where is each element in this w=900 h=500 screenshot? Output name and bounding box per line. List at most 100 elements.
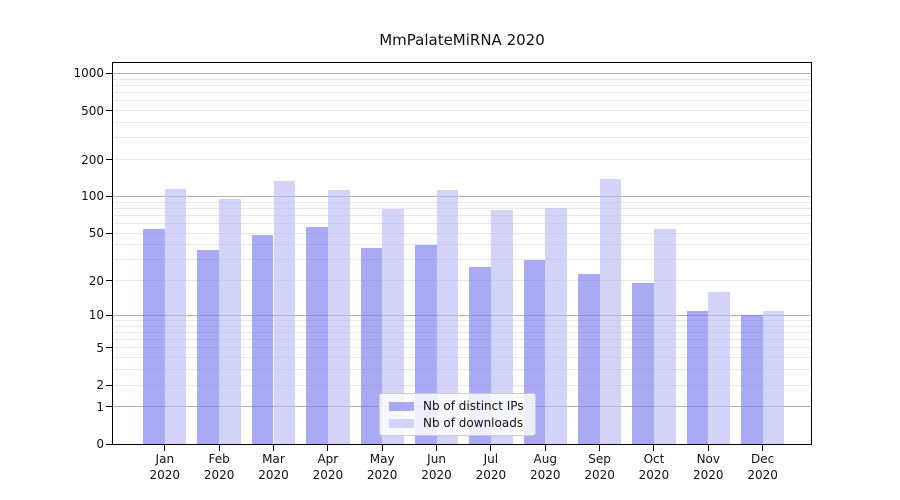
gridline-minor [113, 357, 811, 359]
legend-label-distinct-ips: Nb of distinct IPs [423, 399, 524, 413]
bar-downloads-sep [599, 178, 622, 444]
bar-downloads-nov [708, 292, 730, 444]
bar-distinct-ips-feb [197, 250, 220, 444]
gridline-minor [113, 78, 811, 80]
x-axis-label-nov: Nov 2020 [693, 452, 724, 482]
bar-downloads-jul [490, 210, 513, 444]
y-tick-mark [106, 232, 113, 234]
x-axis-label-oct: Oct 2020 [638, 452, 670, 482]
y-tick-mark [106, 72, 113, 74]
legend: Nb of distinct IPs Nb of downloads [379, 393, 536, 436]
bar-distinct-ips-mar [251, 235, 274, 444]
gridline-minor [113, 259, 811, 261]
x-axis-label-dec: Dec 2020 [747, 452, 778, 482]
x-tick-mark [218, 445, 220, 451]
y-tick-mark [106, 314, 113, 316]
x-tick-mark [544, 445, 546, 451]
x-tick-mark [490, 445, 492, 451]
y-tick-mark [106, 110, 113, 112]
gridline-minor [113, 214, 811, 216]
y-tick-mark [106, 347, 113, 349]
y-axis-label: 500 [81, 103, 104, 118]
gridline-major [113, 314, 811, 316]
gridline-minor [113, 369, 811, 371]
gridline-major [113, 72, 811, 74]
bar-downloads-jan [164, 188, 187, 444]
x-axis-label-may: May 2020 [366, 452, 398, 482]
y-axis-label: 50 [88, 226, 104, 241]
y-axis-label: 20 [88, 273, 104, 288]
bar-distinct-ips-may [360, 247, 383, 444]
gridline-minor [113, 223, 811, 224]
legend-item-distinct-ips: Nb of distinct IPs [389, 399, 524, 413]
y-axis-label: 100 [81, 189, 104, 204]
gridline-minor [113, 384, 811, 386]
gridline-minor [113, 110, 811, 112]
gridline-minor [113, 137, 811, 139]
legend-swatch-downloads [389, 418, 414, 428]
bar-downloads-may [382, 208, 404, 444]
x-axis-label-jan: Jan 2020 [149, 452, 181, 482]
x-axis-label-sep: Sep 2020 [584, 452, 615, 482]
gridline-minor [113, 207, 811, 209]
chart-title: MmPalateMiRNA 2020 [379, 31, 545, 49]
gridline-minor [113, 122, 811, 123]
gridline-major [113, 195, 811, 197]
x-tick-mark [599, 445, 601, 451]
y-tick-mark [106, 159, 113, 161]
gridline-minor [113, 159, 811, 161]
y-axis-label: 2 [96, 378, 104, 393]
y-axis-label: 5 [96, 340, 104, 355]
x-tick-mark [164, 445, 166, 451]
bar-distinct-ips-apr [306, 227, 328, 444]
plot-area [112, 62, 812, 445]
y-tick-mark [106, 384, 113, 386]
x-axis-label-feb: Feb 2020 [203, 452, 235, 482]
y-axis-label: 0 [96, 437, 104, 451]
x-tick-mark [273, 445, 274, 451]
y-axis-label: 10 [88, 308, 104, 323]
bar-distinct-ips-jan [143, 229, 165, 444]
bar-downloads-aug [545, 208, 567, 444]
y-axis-label: 200 [81, 152, 104, 167]
x-tick-mark [381, 445, 383, 451]
bar-downloads-oct [653, 229, 676, 444]
gridline-minor [113, 347, 811, 349]
gridline-minor [113, 320, 811, 321]
x-axis-label-jul: Jul 2020 [475, 452, 507, 482]
gridline-minor [113, 92, 811, 94]
x-axis-label-aug: Aug 2020 [529, 452, 561, 482]
gridline-minor [113, 331, 811, 333]
bar-distinct-ips-sep [577, 273, 600, 444]
x-tick-mark [653, 445, 655, 451]
bar-distinct-ips-dec [740, 315, 763, 444]
gridline-minor [113, 244, 811, 246]
bar-distinct-ips-oct [632, 283, 654, 444]
gridline-minor [113, 280, 811, 282]
bar-downloads-apr [327, 190, 350, 444]
x-tick-mark [707, 445, 709, 451]
x-axis-label-mar: Mar 2020 [258, 452, 289, 482]
y-tick-mark [106, 443, 113, 445]
y-tick-mark [106, 195, 113, 197]
x-tick-mark [327, 445, 329, 451]
x-tick-mark [762, 445, 764, 451]
legend-swatch-distinct-ips [389, 401, 414, 411]
gridline-minor [113, 325, 811, 327]
gridline-minor [113, 232, 811, 234]
gridline-minor [113, 84, 811, 86]
legend-item-downloads: Nb of downloads [389, 416, 524, 430]
y-axis-label: 1000 [73, 66, 104, 81]
gridline-minor [113, 339, 811, 341]
gridline-minor [113, 100, 811, 102]
bar-downloads-feb [219, 199, 241, 444]
bar-downloads-dec [762, 310, 785, 444]
bar-distinct-ips-nov [686, 310, 709, 444]
x-tick-mark [436, 445, 438, 451]
x-axis-label-apr: Apr 2020 [312, 452, 344, 482]
x-axis-label-jun: Jun 2020 [421, 452, 452, 482]
gridline-minor [113, 201, 811, 203]
y-axis-label: 1 [96, 399, 104, 414]
bar-downloads-mar [273, 180, 296, 444]
